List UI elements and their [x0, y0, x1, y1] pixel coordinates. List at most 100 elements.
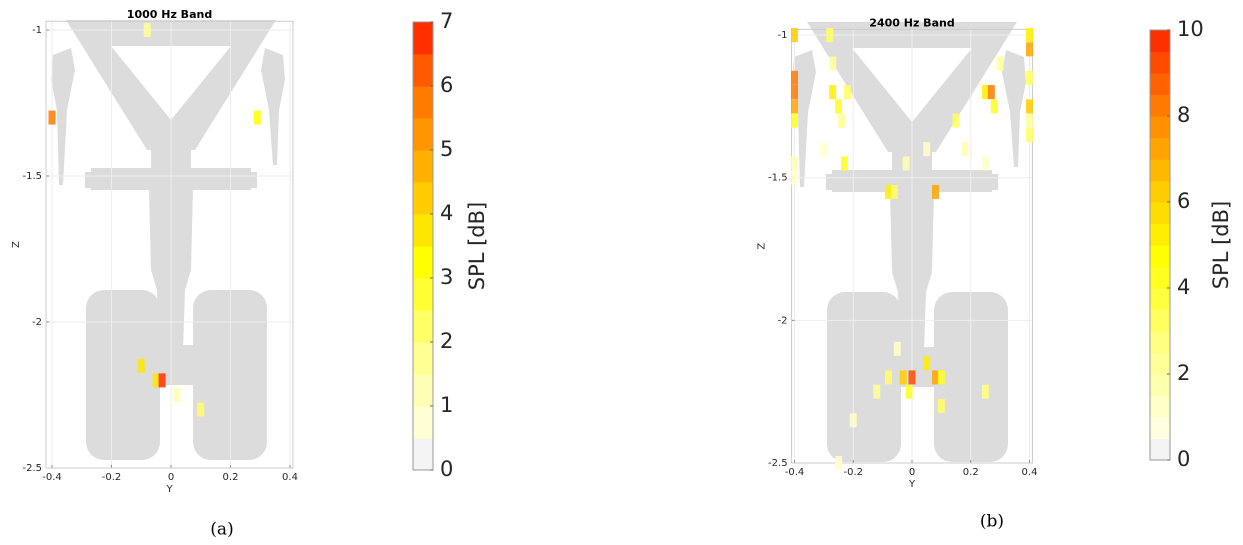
colorbar-tick-label: 10 [1177, 17, 1204, 41]
heat-cell [899, 370, 907, 385]
heat-cell [937, 398, 945, 413]
heat-cell [173, 388, 181, 402]
heat-cell [981, 85, 989, 100]
x-tick-label: 0.4 [282, 472, 298, 483]
x-tick-label: 0 [909, 467, 915, 478]
colorbar-segment [1150, 51, 1170, 74]
heat-cell [873, 384, 881, 399]
x-tick-label: 0 [168, 472, 174, 483]
colorbar-segment [1150, 73, 1170, 95]
colorbar-segment [1150, 30, 1170, 52]
y-tick-label: -2.5 [23, 463, 43, 474]
panel-caption: (a) [210, 520, 233, 540]
y-axis-label: Z [11, 241, 22, 248]
colorbar-tick-label: 6 [440, 73, 453, 97]
heat-cell [990, 99, 998, 114]
colorbar-segment [413, 310, 433, 343]
heat-cell [932, 184, 939, 199]
axes-box [45, 20, 294, 469]
heat-cell [952, 113, 960, 128]
colorbar-segment [1150, 180, 1170, 203]
colorbar-segment [413, 118, 433, 151]
heat-cell [137, 358, 145, 373]
colorbar-tick-label: 8 [1177, 103, 1190, 127]
chart-title: 1000 Hz Band [127, 8, 212, 21]
colorbar-tick-label: 4 [440, 201, 453, 225]
colorbar-segment [1150, 309, 1170, 332]
colorbar-segment [1150, 202, 1170, 224]
heat-cell [905, 384, 913, 399]
heat-cell [835, 456, 843, 470]
heat-cell [885, 184, 892, 199]
x-tick-label: -0.2 [843, 467, 863, 478]
heat-cell [829, 85, 837, 100]
heat-cell [1026, 70, 1033, 85]
colorbar-segment [1150, 223, 1170, 246]
heat-cell [849, 413, 857, 428]
colorbar-tick-label: 0 [1177, 447, 1190, 471]
colorbar-segment [1150, 331, 1170, 353]
colorbar-tick-label: 5 [440, 137, 453, 161]
heat-cell [143, 23, 151, 37]
heat-cell [826, 28, 834, 43]
colorbar-segment [413, 438, 433, 471]
heat-cell [1026, 127, 1033, 142]
heat-cell [937, 370, 945, 385]
heat-cell [932, 370, 939, 385]
colorbar-segment [413, 150, 433, 183]
heat-cell [987, 85, 995, 100]
heat-cell [1026, 99, 1033, 114]
chart-title: 2400 Hz Band [869, 16, 954, 29]
heat-cell [923, 356, 931, 371]
colorbar-tick-label: 3 [440, 265, 453, 289]
colorbar-segment [1150, 395, 1170, 418]
colorbar-segment [1150, 352, 1170, 375]
colorbar-tick-label: 7 [440, 9, 453, 33]
y-tick-label: -1 [778, 30, 788, 41]
colorbar-segment [1150, 137, 1170, 160]
colorbar-segment [413, 374, 433, 407]
heat-cell [197, 402, 205, 417]
heat-cell [820, 142, 828, 157]
colorbar-tick-label: 1 [440, 393, 453, 417]
heat-cell [48, 110, 56, 125]
y-tick-label: -2 [778, 315, 788, 326]
heat-cell [791, 156, 798, 171]
x-tick-label: -0.4 [785, 467, 805, 478]
colorbar-segment [1150, 438, 1170, 461]
colorbar-label: SPL [dB] [1209, 201, 1233, 290]
heat-cell [838, 113, 845, 128]
gear-silhouette [51, 20, 285, 460]
colorbar-segment [1150, 94, 1170, 117]
y-tick-label: -2 [32, 317, 42, 328]
heat-cell [840, 156, 848, 171]
heat-cell [893, 341, 901, 356]
heat-cell [996, 56, 1004, 71]
y-tick-label: -1.5 [768, 173, 788, 184]
x-tick-label: 0.2 [963, 467, 979, 478]
heat-cell [1026, 113, 1033, 128]
colorbar-segment [413, 86, 433, 119]
heat-cell [835, 99, 843, 114]
axes-box [791, 28, 1033, 464]
x-tick-label: 0.4 [1022, 467, 1038, 478]
heat-cell [981, 156, 989, 171]
colorbar-segment [1150, 245, 1170, 267]
heat-cell [791, 70, 798, 85]
colorbar-segment [1150, 288, 1170, 310]
heat-cell [961, 142, 969, 157]
heat-cell [923, 142, 931, 157]
heat-cell [829, 56, 837, 71]
colorbar-segment [413, 342, 433, 375]
heat-cell [791, 113, 798, 128]
x-axis-label: Y [908, 479, 916, 490]
colorbar-tick-label: 2 [440, 329, 453, 353]
x-axis-label: Y [165, 484, 173, 495]
x-tick-label: -0.2 [102, 472, 122, 483]
heat-cell [791, 85, 798, 100]
y-axis-label: Z [757, 243, 768, 250]
colorbar-tick-label: 4 [1177, 275, 1190, 299]
heat-cell [890, 184, 898, 199]
colorbar-segment [1150, 116, 1170, 138]
colorbar-frame [1149, 29, 1171, 461]
